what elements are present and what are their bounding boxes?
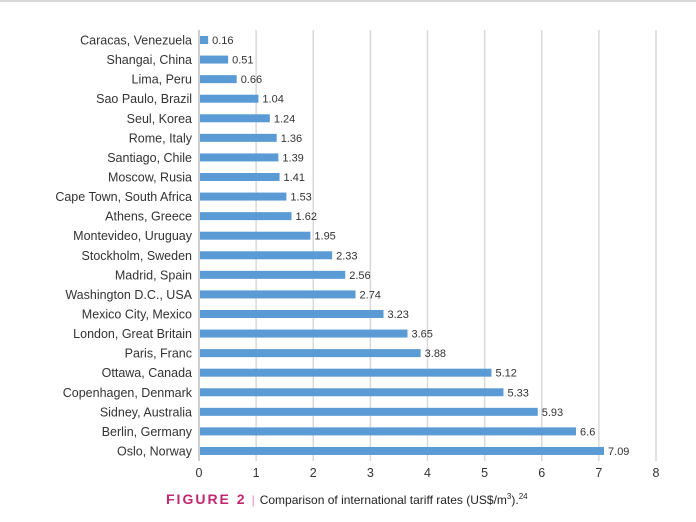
category-label: Washington D.C., USA <box>65 288 192 302</box>
bar <box>200 251 333 260</box>
x-tick-label: 3 <box>367 466 374 480</box>
category-label: Oslo, Norway <box>117 444 193 458</box>
category-label: Santiago, Chile <box>107 151 192 165</box>
data-label: 5.12 <box>495 368 516 380</box>
bar <box>200 36 209 44</box>
category-label: Caracas, Venezuela <box>80 34 192 48</box>
data-label: 0.51 <box>232 55 253 67</box>
data-label: 6.6 <box>580 426 595 438</box>
caption-reference: 24 <box>518 492 528 501</box>
x-tick-label: 5 <box>481 466 488 480</box>
category-label: Sao Paulo, Brazil <box>96 92 192 106</box>
category-label: Rome, Italy <box>129 131 193 145</box>
data-label: 2.33 <box>336 250 357 262</box>
x-tick-label: 1 <box>253 466 260 480</box>
bar <box>200 349 421 358</box>
bar <box>200 407 538 416</box>
window-top-border <box>0 0 696 2</box>
data-label: 1.04 <box>262 94 283 106</box>
data-label: 0.16 <box>212 35 233 47</box>
category-label: Copenhagen, Denmark <box>63 386 193 400</box>
bar <box>200 192 287 201</box>
category-label: Lima, Peru <box>132 73 192 87</box>
bar <box>200 388 504 397</box>
data-label: 1.41 <box>284 172 305 184</box>
data-label: 1.36 <box>281 133 302 145</box>
x-tick-label: 8 <box>653 466 660 480</box>
bar <box>200 94 259 103</box>
x-tick-label: 7 <box>595 466 602 480</box>
data-label: 3.23 <box>388 309 409 321</box>
category-label: Moscow, Rusia <box>108 170 192 184</box>
category-label: London, Great Britain <box>73 327 192 341</box>
bar <box>200 309 384 318</box>
x-tick-label: 0 <box>196 466 203 480</box>
caption-text: Comparison of international tariff rates… <box>259 493 507 507</box>
x-tick-label: 6 <box>538 466 545 480</box>
bar <box>200 133 277 142</box>
x-tick-label: 4 <box>424 466 431 480</box>
data-label: 5.93 <box>542 407 563 419</box>
category-label: Madrid, Spain <box>115 268 192 282</box>
caption-text-end: ). <box>511 493 519 507</box>
category-label: Paris, Franc <box>125 347 192 361</box>
data-label: 2.74 <box>360 289 381 301</box>
bar <box>200 75 237 84</box>
bar <box>200 368 492 377</box>
bar <box>200 270 346 279</box>
figure-label: FIGURE 2 <box>166 491 247 507</box>
category-label: Stockholm, Sweden <box>82 249 193 263</box>
category-label: Shangai, China <box>107 53 193 67</box>
data-label: 5.33 <box>507 387 528 399</box>
category-label: Cape Town, South Africa <box>55 190 192 204</box>
category-label: Athens, Greece <box>105 210 192 224</box>
bar <box>200 231 311 240</box>
bar <box>200 427 577 436</box>
category-label: Mexico City, Mexico <box>82 307 192 321</box>
category-label: Sidney, Australia <box>100 405 192 419</box>
data-label: 1.95 <box>314 231 335 243</box>
data-label: 3.88 <box>425 348 446 360</box>
data-label: 7.09 <box>608 446 629 458</box>
bar <box>200 55 229 64</box>
caption-superscript: 3 <box>506 492 512 501</box>
data-label: 1.39 <box>282 152 303 164</box>
data-label: 1.53 <box>290 192 311 204</box>
data-label: 1.62 <box>296 211 317 223</box>
data-label: 3.65 <box>412 329 433 341</box>
bar <box>200 114 270 123</box>
figure-caption: FIGURE 2 | Comparison of international tar… <box>166 491 528 507</box>
category-label: Seul, Korea <box>127 112 192 126</box>
category-label: Montevideo, Uruguay <box>73 229 193 243</box>
bar <box>200 153 279 162</box>
bar <box>200 446 605 455</box>
category-label: Berlin, Germany <box>102 425 193 439</box>
bar <box>200 290 356 299</box>
bar <box>200 212 292 221</box>
caption-separator: | <box>251 493 255 507</box>
bar <box>200 172 280 181</box>
bar <box>200 329 408 338</box>
x-tick-label: 2 <box>310 466 317 480</box>
data-label: 0.66 <box>241 74 262 86</box>
data-label: 1.24 <box>274 113 295 125</box>
category-label: Ottawa, Canada <box>102 366 192 380</box>
data-label: 2.56 <box>349 270 370 282</box>
